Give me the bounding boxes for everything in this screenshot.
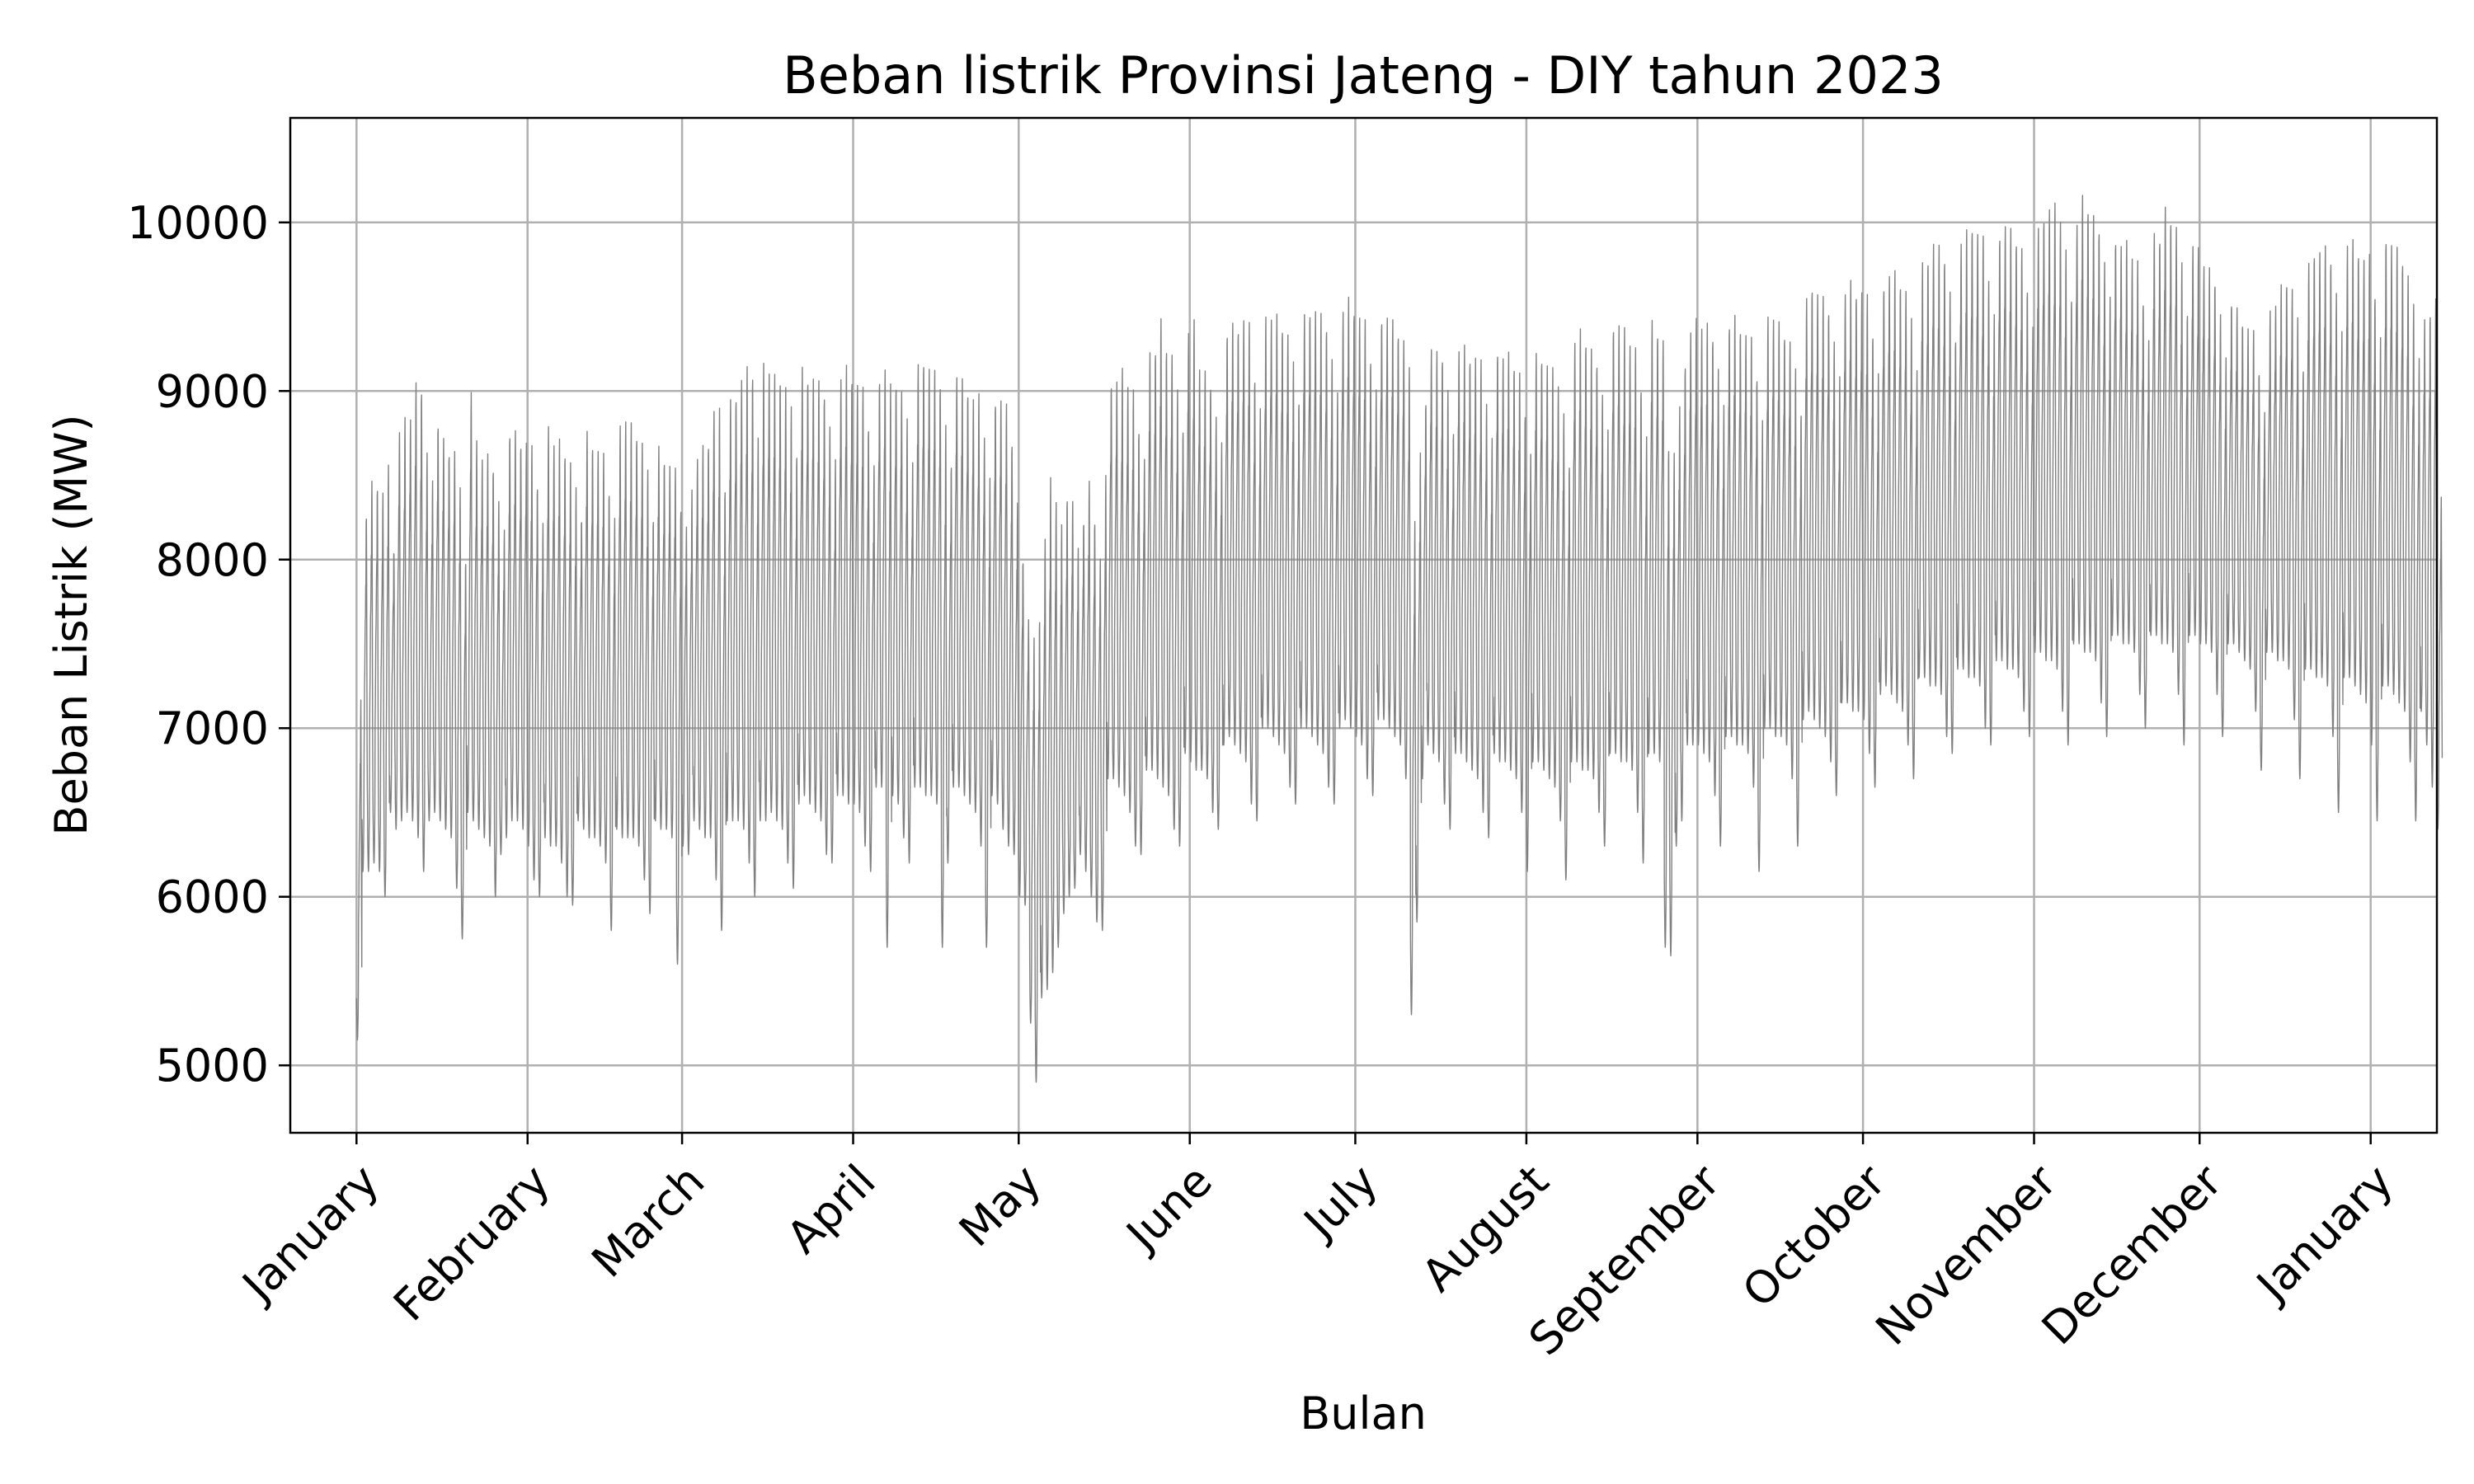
y-tick-label: 5000 xyxy=(156,1040,269,1092)
y-tick-label: 6000 xyxy=(156,871,269,923)
series-load xyxy=(355,195,2443,1083)
x-axis-label: Bulan xyxy=(1300,1388,1427,1439)
plot-frame xyxy=(289,116,2439,1134)
y-axis-label: Beban Listrik (MW) xyxy=(45,414,97,835)
y-tick-label: 7000 xyxy=(156,702,269,754)
chart-title: Beban listrik Provinsi Jateng - DIY tahu… xyxy=(783,45,1944,106)
y-tick-label: 8000 xyxy=(156,534,269,586)
load-line xyxy=(355,195,2443,1083)
y-tick-label: 9000 xyxy=(156,365,269,417)
y-tick-label: 10000 xyxy=(127,197,269,249)
